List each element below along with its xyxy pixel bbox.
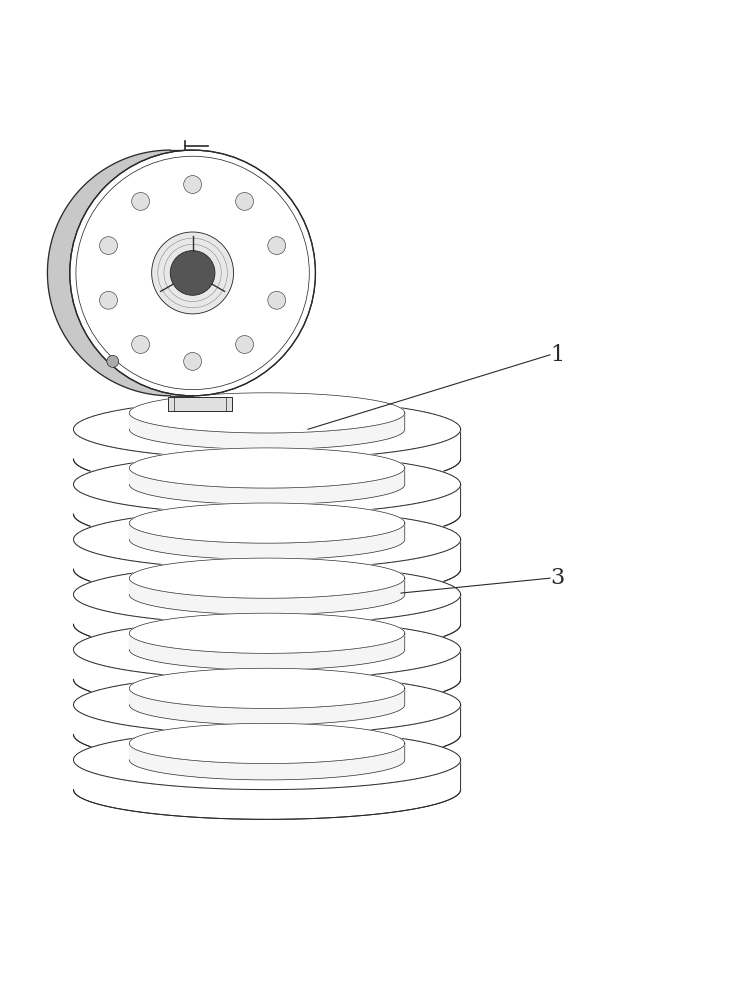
Polygon shape bbox=[74, 705, 460, 764]
Circle shape bbox=[106, 355, 118, 367]
Polygon shape bbox=[74, 620, 460, 679]
Polygon shape bbox=[74, 760, 460, 819]
Polygon shape bbox=[129, 503, 405, 543]
Polygon shape bbox=[129, 578, 405, 615]
Text: 1: 1 bbox=[550, 344, 564, 366]
Polygon shape bbox=[129, 558, 405, 598]
Circle shape bbox=[184, 176, 202, 193]
Polygon shape bbox=[129, 523, 405, 560]
Polygon shape bbox=[129, 448, 405, 488]
Polygon shape bbox=[74, 484, 460, 544]
Polygon shape bbox=[74, 675, 460, 734]
Polygon shape bbox=[74, 730, 460, 790]
Bar bbox=[169, 397, 232, 411]
Polygon shape bbox=[129, 688, 405, 725]
Circle shape bbox=[268, 291, 286, 309]
Circle shape bbox=[184, 352, 202, 370]
Polygon shape bbox=[74, 429, 460, 489]
Polygon shape bbox=[129, 633, 405, 670]
Polygon shape bbox=[74, 650, 460, 709]
Circle shape bbox=[70, 150, 316, 396]
Polygon shape bbox=[129, 613, 405, 653]
Polygon shape bbox=[129, 468, 405, 504]
Polygon shape bbox=[129, 393, 405, 433]
Circle shape bbox=[152, 232, 233, 314]
Polygon shape bbox=[74, 400, 460, 459]
Polygon shape bbox=[74, 539, 460, 599]
Polygon shape bbox=[129, 723, 405, 764]
Circle shape bbox=[100, 291, 118, 309]
Polygon shape bbox=[129, 743, 405, 780]
Circle shape bbox=[236, 336, 254, 353]
Circle shape bbox=[132, 192, 149, 210]
Polygon shape bbox=[47, 150, 193, 396]
Polygon shape bbox=[129, 413, 405, 449]
Circle shape bbox=[170, 251, 215, 295]
Polygon shape bbox=[74, 565, 460, 624]
Circle shape bbox=[132, 336, 149, 353]
Polygon shape bbox=[74, 595, 460, 654]
Circle shape bbox=[236, 192, 254, 210]
Polygon shape bbox=[129, 668, 405, 708]
Circle shape bbox=[100, 237, 118, 255]
Circle shape bbox=[268, 237, 286, 255]
Polygon shape bbox=[74, 455, 460, 514]
Polygon shape bbox=[74, 510, 460, 569]
Text: 3: 3 bbox=[550, 567, 564, 589]
